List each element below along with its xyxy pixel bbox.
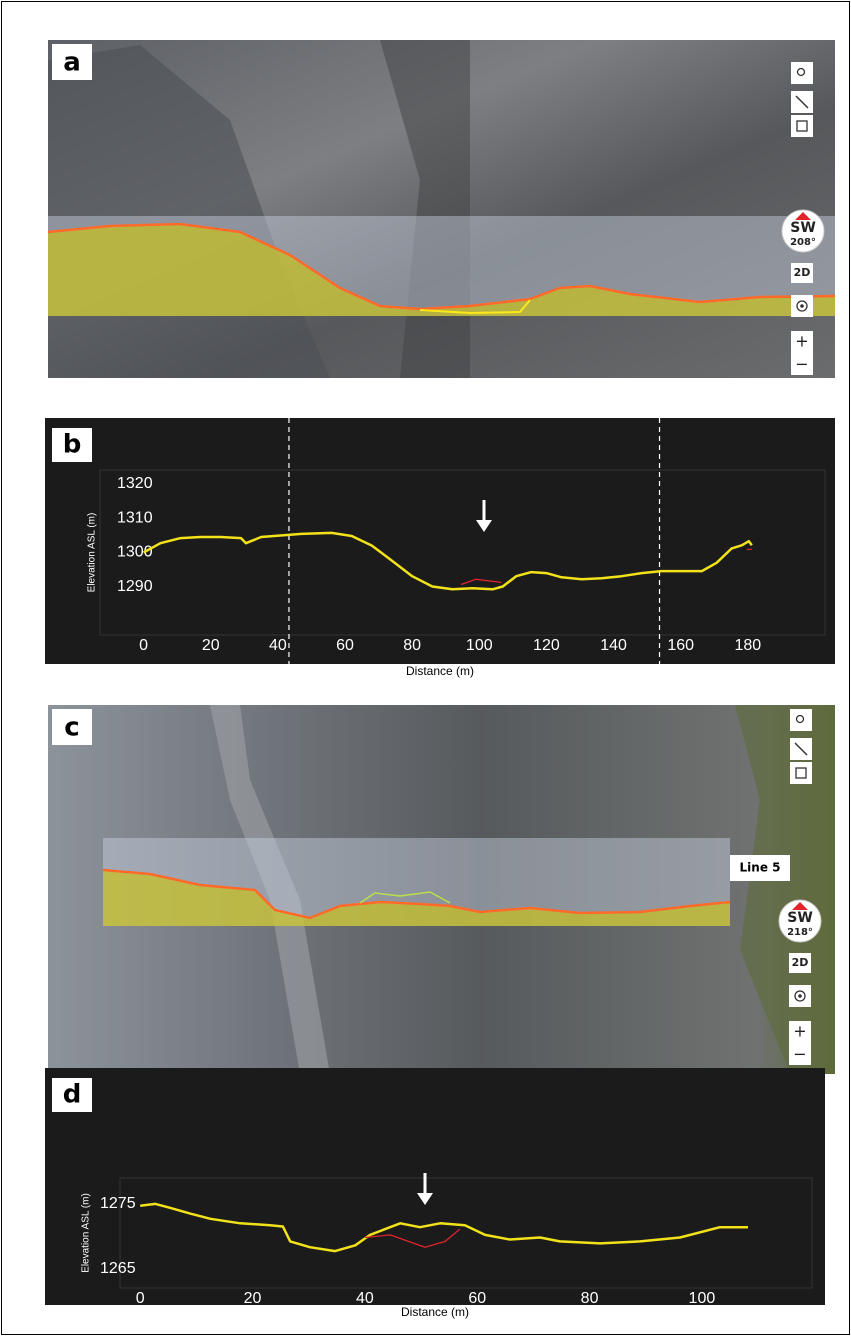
y-tick-label: 1275 — [100, 1195, 136, 1212]
x-tick-label: 60 — [336, 637, 354, 654]
search-button[interactable] — [790, 709, 812, 731]
line-tag-label: Line 5 — [740, 861, 781, 875]
y-tick-label: 1310 — [117, 509, 153, 526]
profile-panel: 1265 1275 0 20 40 60 80 100 Elevation ASL (m) Dis… — [45, 1068, 825, 1319]
x-tick-label: 180 — [734, 637, 761, 654]
compass-direction: SW — [787, 910, 813, 926]
measure-area-button[interactable] — [790, 762, 812, 784]
x-tick-label: 40 — [269, 637, 287, 654]
panel-label: c — [64, 713, 79, 743]
panel-label: a — [63, 48, 81, 78]
x-tick-label: 100 — [689, 1290, 716, 1307]
compass-bearing: 218° — [787, 927, 813, 938]
x-tick-label: 160 — [667, 637, 694, 654]
x-tick-label: 20 — [244, 1290, 262, 1307]
x-tick-label: 40 — [356, 1290, 374, 1307]
figure: a SW 208° 2D + − — [0, 0, 851, 1336]
locate-icon-dot — [798, 994, 802, 998]
panel-a: a SW 208° 2D + − — [48, 40, 835, 378]
x-tick-label: 100 — [466, 637, 493, 654]
x-tick-label: 80 — [403, 637, 421, 654]
x-tick-label: 120 — [533, 637, 560, 654]
y-tick-label: 1300 — [117, 544, 153, 561]
x-tick-label: 140 — [600, 637, 627, 654]
panel-label: d — [63, 1080, 82, 1110]
y-tick-label: 1265 — [100, 1260, 136, 1277]
x-tick-label: 20 — [202, 637, 220, 654]
zoom-in[interactable]: + — [793, 1022, 806, 1041]
y-tick-label: 1320 — [117, 475, 153, 492]
compass-bearing: 208° — [790, 237, 816, 248]
panel-background — [45, 418, 835, 664]
panel-c: Line 5 c SW 218° 2D + − — [48, 705, 835, 1074]
x-tick-label: 60 — [468, 1290, 486, 1307]
zoom-out[interactable]: − — [793, 1045, 806, 1064]
zoom-in[interactable]: + — [795, 332, 808, 351]
panel-label: b — [63, 430, 82, 460]
compass-direction: SW — [790, 220, 816, 236]
x-axis-title: Distance (m) — [406, 664, 474, 678]
y-axis-title: Elevation ASL (m) — [81, 1193, 92, 1273]
y-axis-title: Elevation ASL (m) — [87, 513, 98, 593]
x-tick-label: 80 — [581, 1290, 599, 1307]
measure-area-button[interactable] — [791, 115, 813, 137]
zoom-out[interactable]: − — [795, 355, 808, 374]
locate-icon-dot — [800, 304, 804, 308]
mode-label: 2D — [792, 956, 809, 969]
search-button[interactable] — [791, 62, 813, 84]
x-tick-label: 0 — [139, 637, 148, 654]
mode-label: 2D — [794, 266, 811, 279]
profile-panel: 1290 1300 1310 1320 0 20 40 60 80 100 120 140 160 180… — [45, 418, 835, 678]
x-tick-label: 0 — [136, 1290, 145, 1307]
y-tick-label: 1290 — [117, 578, 153, 595]
x-axis-title: Distance (m) — [401, 1305, 469, 1319]
panel-background — [45, 1068, 825, 1305]
